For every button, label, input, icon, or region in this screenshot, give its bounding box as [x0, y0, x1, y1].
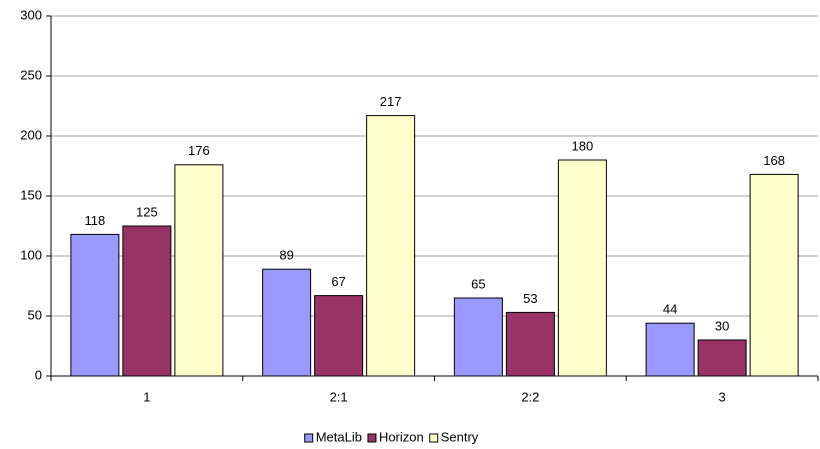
bar [70, 233, 120, 377]
value-label: 89 [279, 248, 293, 263]
bar [645, 322, 695, 377]
y-tick-label: 100 [20, 247, 42, 262]
y-tick-label: 250 [20, 67, 42, 82]
bar [262, 268, 312, 377]
x-tick-label: 3 [719, 389, 726, 404]
legend-label: MetaLib [316, 429, 362, 444]
bar [314, 295, 364, 377]
bar [174, 164, 224, 377]
bar [122, 225, 172, 377]
y-tick-label: 200 [20, 127, 42, 142]
value-label: 125 [136, 204, 158, 219]
value-label: 176 [188, 143, 210, 158]
value-label: 217 [380, 94, 402, 109]
bar [697, 339, 747, 377]
value-label: 168 [763, 153, 785, 168]
y-tick-label: 300 [20, 7, 42, 22]
value-label: 118 [85, 213, 106, 228]
x-tick-label: 2:1 [330, 389, 348, 404]
legend-swatch [429, 433, 439, 443]
x-tick-label: 1 [143, 389, 150, 404]
bar [453, 297, 503, 377]
value-label: 65 [471, 276, 485, 291]
y-tick-label: 50 [28, 307, 42, 322]
bar [505, 311, 555, 377]
bar [366, 115, 416, 377]
y-tick-label: 0 [35, 367, 42, 382]
value-label: 44 [663, 302, 677, 317]
value-label: 180 [572, 138, 594, 153]
bar [557, 159, 607, 377]
value-label: 30 [715, 318, 729, 333]
x-tick-label: 2:2 [521, 389, 539, 404]
bar [749, 173, 799, 377]
value-label: 67 [331, 274, 345, 289]
y-tick-label: 150 [20, 187, 42, 202]
legend-label: Sentry [441, 429, 479, 444]
legend-swatch [367, 433, 377, 443]
value-label: 53 [523, 291, 537, 306]
legend-label: Horizon [379, 429, 424, 444]
legend-swatch [304, 433, 314, 443]
